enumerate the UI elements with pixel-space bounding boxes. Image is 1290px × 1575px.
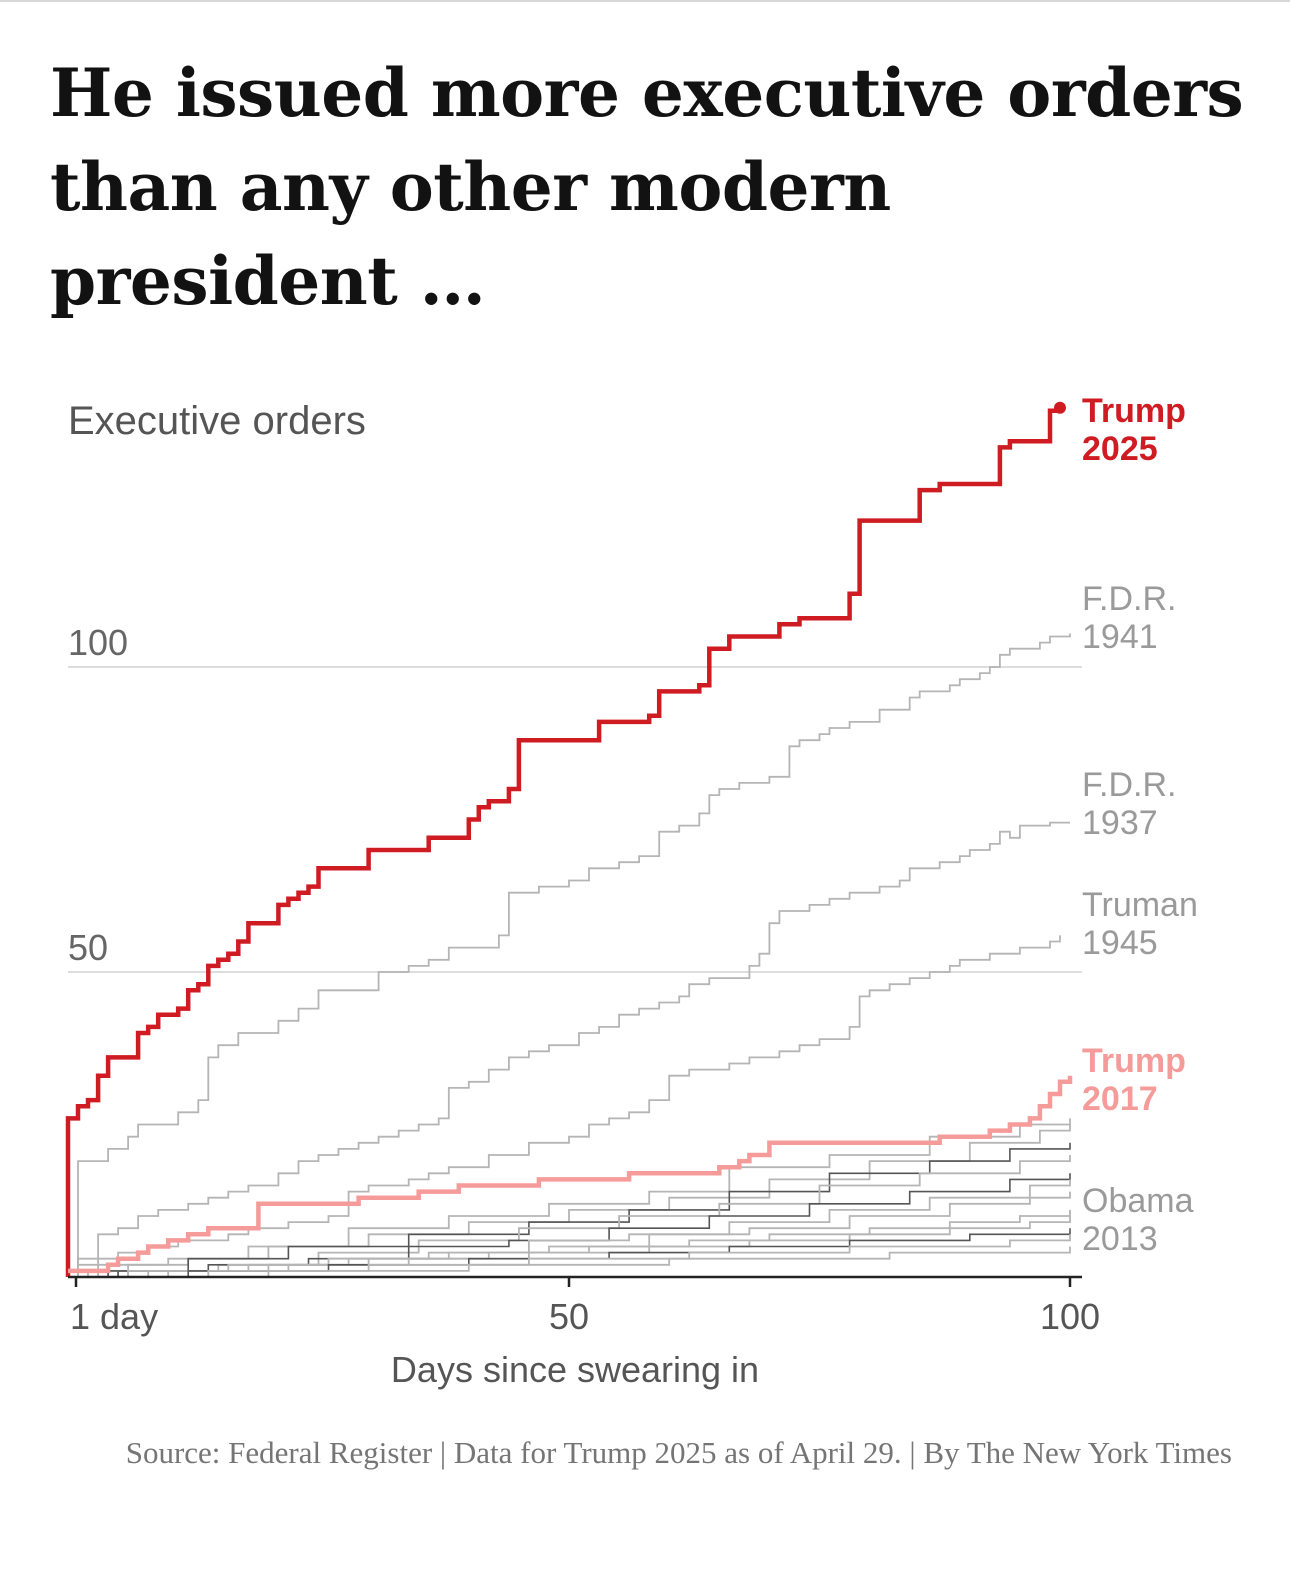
x-axis: 1 day 50 100 — [68, 1275, 1100, 1337]
series-label-trump-2025-line-2: 2025 — [1082, 430, 1158, 468]
series-line-other-president-16 — [68, 1246, 1071, 1278]
y-axis-title: Executive orders — [68, 399, 366, 443]
y-tick-label-100: 100 — [68, 622, 128, 663]
x-tick-label-100: 100 — [1040, 1296, 1100, 1337]
series-labels: Trump2025F.D.R.1941F.D.R.1937Truman1945T… — [1082, 392, 1198, 1258]
series-label-obama-2013-line-1: Obama — [1082, 1182, 1194, 1220]
x-axis-title: Days since swearing in — [391, 1349, 759, 1390]
series-label-f-d-r-1941-line-2: 1941 — [1082, 618, 1158, 656]
series-line-f-d-r-1941-1 — [68, 633, 1071, 1278]
top-rule — [0, 0, 1290, 2]
x-tick-label-50: 50 — [549, 1296, 589, 1337]
series-label-f-d-r-1937-line-2: 1937 — [1082, 804, 1158, 842]
series-label-truman-1945-line-2: 1945 — [1082, 924, 1158, 962]
series-line-f-d-r-1937-2 — [68, 821, 1070, 1278]
series-line-trump-2025-0 — [65, 407, 1063, 1277]
series-line-truman-1945-3 — [68, 935, 1061, 1278]
headline: He issued more executive orders than any… — [50, 54, 1244, 320]
series-label-truman-1945-line-1: Truman — [1082, 886, 1198, 924]
series-label-trump-2017-line-1: Trump — [1082, 1042, 1186, 1080]
series-end-marker-trump-2025 — [1053, 401, 1066, 414]
gridlines: 50 100 — [68, 622, 1082, 973]
source-note: Source: Federal Register | Data for Trum… — [125, 1435, 1232, 1470]
series-line-eisenhower-1953-5 — [68, 1124, 1071, 1278]
y-tick-label-50: 50 — [68, 927, 108, 968]
series-line-other-president-13 — [68, 1216, 1071, 1278]
series-label-trump-2017-line-2: 2017 — [1082, 1080, 1158, 1118]
series-label-f-d-r-1937-line-1: F.D.R. — [1082, 766, 1176, 804]
series-line-other-president-6 — [68, 1118, 1071, 1278]
series-lines — [65, 401, 1073, 1278]
series-label-f-d-r-1941-line-1: F.D.R. — [1082, 580, 1176, 618]
series-line-trump-2017-4 — [68, 1075, 1073, 1274]
series-line-other-president-7 — [68, 1142, 1071, 1278]
series-line-other-president-9 — [68, 1173, 1071, 1278]
series-line-other-president-10 — [68, 1179, 1071, 1278]
series-label-trump-2025-line-1: Trump — [1082, 392, 1186, 430]
series-label-obama-2013-line-2: 2013 — [1082, 1220, 1158, 1258]
x-tick-label-1: 1 day — [70, 1296, 158, 1337]
